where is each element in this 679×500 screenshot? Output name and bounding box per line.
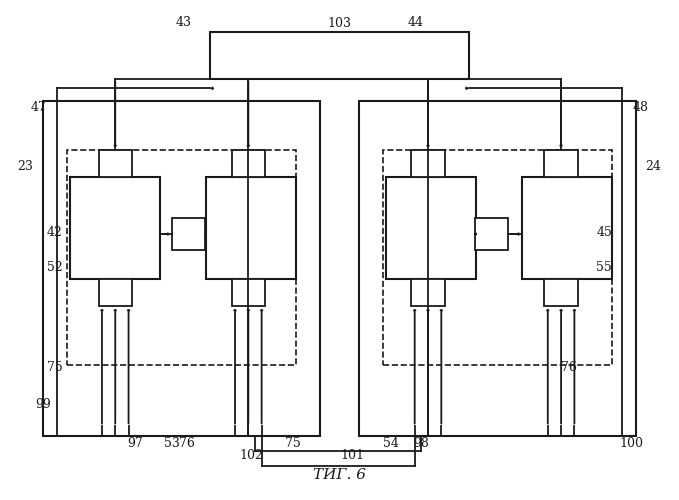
Text: 54: 54 <box>383 437 399 450</box>
Text: 100: 100 <box>619 437 643 450</box>
Bar <box>386 176 476 280</box>
Text: 97: 97 <box>128 437 143 450</box>
Text: 53: 53 <box>164 437 180 450</box>
Bar <box>545 280 578 306</box>
Text: 47: 47 <box>31 102 47 114</box>
Bar <box>70 176 160 280</box>
Bar <box>67 150 296 365</box>
Text: 101: 101 <box>341 450 365 462</box>
Text: 48: 48 <box>632 102 648 114</box>
Bar <box>359 100 636 436</box>
Bar <box>411 280 445 306</box>
Bar <box>98 150 132 176</box>
Bar <box>172 218 205 250</box>
Bar <box>98 280 132 306</box>
Text: 76: 76 <box>179 437 194 450</box>
Bar <box>411 150 445 176</box>
Text: 98: 98 <box>414 437 429 450</box>
Text: 42: 42 <box>47 226 62 239</box>
Text: 75: 75 <box>285 437 301 450</box>
Text: 99: 99 <box>35 398 51 411</box>
Bar <box>232 280 265 306</box>
Text: 43: 43 <box>175 16 191 28</box>
Text: 44: 44 <box>408 16 424 28</box>
Text: 75: 75 <box>47 361 62 374</box>
Bar <box>43 100 320 436</box>
Text: 76: 76 <box>561 361 577 374</box>
Text: ΤИГ. 6: ΤИГ. 6 <box>313 468 366 482</box>
Bar <box>545 150 578 176</box>
Text: 23: 23 <box>18 160 33 173</box>
Text: 52: 52 <box>47 260 62 274</box>
Bar <box>383 150 612 365</box>
Text: 102: 102 <box>240 450 263 462</box>
Text: 55: 55 <box>596 260 612 274</box>
Text: 103: 103 <box>327 17 352 30</box>
Bar <box>206 176 296 280</box>
Bar <box>210 32 469 78</box>
Bar <box>523 176 612 280</box>
Bar <box>232 150 265 176</box>
Text: 45: 45 <box>596 226 612 239</box>
Bar <box>475 218 508 250</box>
Text: 24: 24 <box>646 160 661 173</box>
